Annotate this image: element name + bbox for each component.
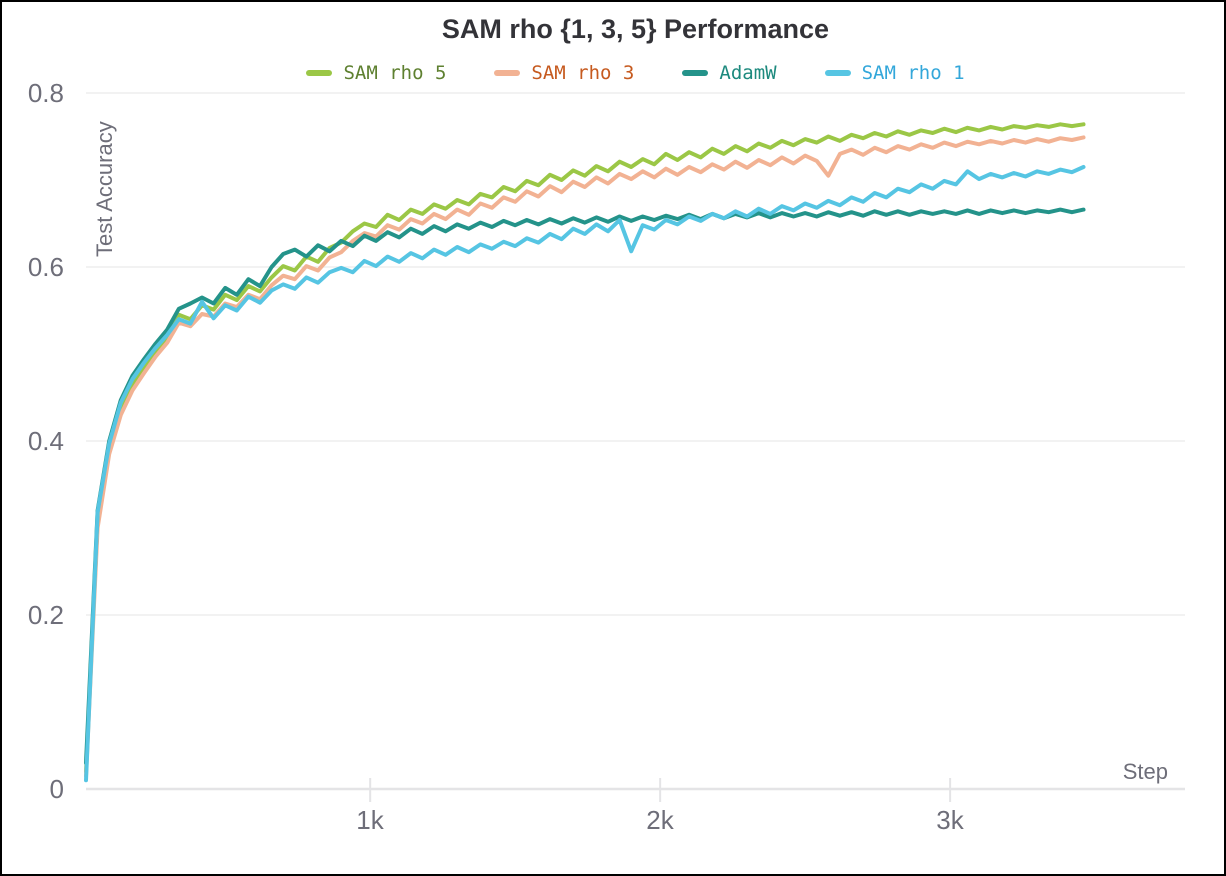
series-line-sam-rho-3[interactable]	[84, 135, 1086, 778]
x-tick-label-3k: 3k	[936, 805, 964, 835]
y-tick-label-0: 0	[49, 774, 64, 804]
x-axis-title: Step	[1122, 759, 1168, 784]
y-tick-label-0-2: 0.2	[27, 600, 64, 630]
legend-label-sam-rho-1: SAM rho 1	[861, 62, 965, 84]
chart-legend: SAM rho 5 SAM rho 3 AdamW SAM rho 1	[86, 58, 1185, 88]
legend-swatch-sam-rho-5	[306, 70, 333, 76]
legend-label-adamw: AdamW	[719, 62, 777, 84]
x-tick-label-2k: 2k	[646, 805, 674, 835]
y-tick-label-0-6: 0.6	[27, 252, 64, 282]
legend-item-sam-rho-3[interactable]: SAM rho 3	[494, 62, 634, 84]
legend-item-sam-rho-5[interactable]: SAM rho 5	[306, 62, 446, 84]
legend-swatch-adamw	[682, 70, 709, 76]
series-line-adamw[interactable]	[84, 207, 1086, 765]
legend-swatch-sam-rho-1	[824, 70, 851, 76]
legend-item-sam-rho-1[interactable]: SAM rho 1	[824, 62, 965, 84]
legend-swatch-sam-rho-3	[494, 70, 521, 76]
legend-item-adamw[interactable]: AdamW	[682, 62, 777, 84]
y-axis-title: Test Accuracy	[92, 121, 117, 257]
chart-title: SAM rho {1, 3, 5} Performance	[441, 14, 830, 44]
y-tick-label-0-4: 0.4	[27, 426, 64, 456]
legend-label-sam-rho-5: SAM rho 5	[343, 62, 447, 84]
legend-label-sam-rho-3: SAM rho 3	[531, 62, 635, 84]
y-tick-label-0-8: 0.8	[27, 78, 64, 108]
series-line-sam-rho-5[interactable]	[84, 122, 1086, 774]
series-line-sam-rho-1[interactable]	[84, 165, 1086, 783]
x-tick-label-1k: 1k	[356, 805, 384, 835]
